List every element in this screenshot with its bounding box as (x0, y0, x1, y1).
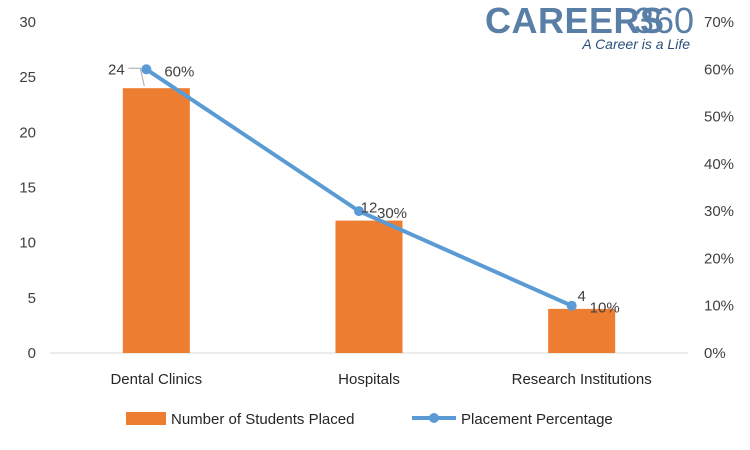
y-right-tick-label: 40% (704, 156, 734, 173)
logo-number: 360 (634, 0, 694, 41)
legend-marker-line (429, 413, 439, 423)
line-point (354, 206, 364, 217)
y-right-tick-label: 30% (704, 203, 734, 220)
line-point (566, 300, 577, 311)
y-right-tick-label: 0% (704, 345, 726, 362)
data-labels: 24 12 4 60% 30% 10% (108, 61, 620, 316)
line-data-label: 60% (164, 63, 194, 80)
y-left-tick-label: 25 (19, 69, 36, 86)
logo-tagline: A Career is a Life (581, 36, 690, 52)
bar (548, 308, 616, 353)
line-data-label: 10% (590, 300, 620, 317)
y-left-tick-label: 10 (19, 235, 36, 252)
line-series (141, 64, 577, 311)
line-point (141, 64, 152, 75)
legend: Number of Students Placed Placement Perc… (126, 411, 613, 428)
legend-label-bars: Number of Students Placed (171, 411, 354, 428)
label-leader-line (128, 67, 145, 87)
axes: 0 5 10 15 20 25 30 0% 10% 20% 30% 40% 50% 60% 70% Denta… (19, 14, 734, 388)
bar-data-label: 24 (108, 61, 125, 78)
legend-swatch-bars (126, 412, 166, 425)
y-left-tick-label: 20 (19, 124, 36, 141)
y-right-tick-label: 70% (704, 14, 734, 31)
y-left-tick-label: 15 (19, 180, 36, 197)
line-data-label: 30% (377, 205, 407, 222)
x-tick-label: Research Institutions (512, 371, 652, 388)
x-tick-label: Dental Clinics (110, 371, 202, 388)
y-left-tick-label: 0 (28, 345, 36, 362)
y-right-tick-label: 20% (704, 250, 734, 267)
y-right-tick-label: 50% (704, 109, 734, 126)
y-right-tick-label: 10% (704, 298, 734, 315)
bar (122, 88, 190, 353)
y-right-tick-label: 60% (704, 61, 734, 78)
legend-label-line: Placement Percentage (461, 411, 613, 428)
careers360-logo: CAREERS 360 A Career is a Life (485, 0, 694, 52)
bar-data-label: 4 (577, 288, 585, 305)
y-left-tick-label: 5 (28, 290, 36, 307)
logo-text: CAREERS (485, 0, 665, 41)
y-left-tick-label: 30 (19, 14, 36, 31)
bar (335, 220, 403, 353)
bar-data-label: 12 (361, 200, 378, 217)
x-tick-label: Hospitals (338, 371, 400, 388)
bar-series (122, 88, 616, 353)
